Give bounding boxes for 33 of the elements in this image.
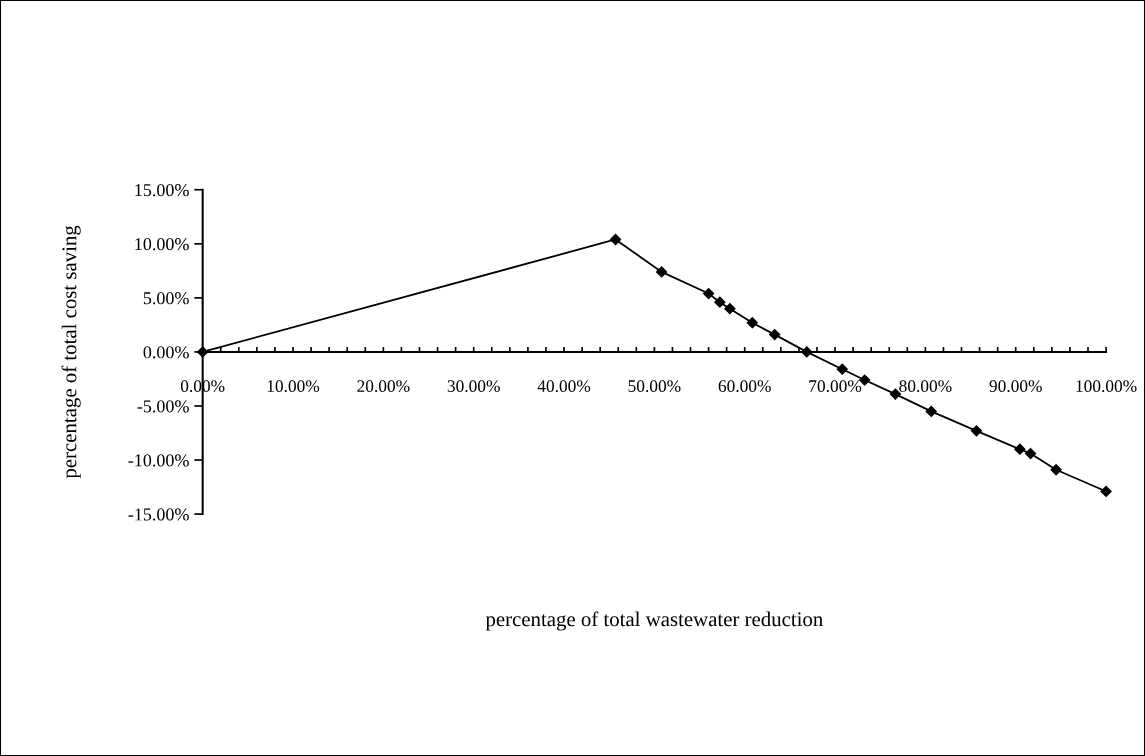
point — [1014, 443, 1026, 455]
x-axis-title: percentage of total wastewater reduction — [485, 611, 823, 631]
y-tick-label: 0.00% — [143, 346, 189, 359]
x-tick-label: 10.00% — [267, 380, 320, 392]
point — [714, 296, 726, 308]
point — [1100, 485, 1112, 497]
x-tick-label: 90.00% — [989, 380, 1042, 392]
point — [836, 363, 848, 375]
point — [769, 329, 781, 341]
y-axis-title: percentage of total cost saving — [61, 225, 81, 479]
point — [609, 233, 622, 246]
y-tick-label: 5.00% — [143, 292, 189, 305]
point — [1050, 464, 1062, 476]
y-tick-label: 10.00% — [135, 238, 189, 251]
point — [1024, 447, 1037, 460]
x-tick-label: 50.00% — [628, 380, 681, 392]
y-tick-label: -10.00% — [128, 454, 189, 467]
point — [655, 266, 668, 278]
x-tick-label: 80.00% — [899, 380, 952, 392]
point — [970, 425, 983, 437]
x-tick-label: 100.00% — [1076, 380, 1137, 392]
x-tick-label: 60.00% — [718, 380, 771, 392]
x-tick-label: 20.00% — [357, 380, 410, 392]
point — [925, 405, 937, 417]
point — [702, 287, 715, 300]
y-tick-label: 15.00% — [135, 184, 189, 197]
point — [724, 303, 736, 315]
y-tick-label: -5.00% — [137, 400, 189, 413]
point — [746, 317, 758, 329]
x-tick-label: 40.00% — [537, 380, 591, 392]
x-tick-label: 70.00% — [809, 380, 862, 392]
y-tick-label: -15.00% — [128, 508, 189, 521]
x-tick-label: 30.00% — [447, 380, 500, 392]
